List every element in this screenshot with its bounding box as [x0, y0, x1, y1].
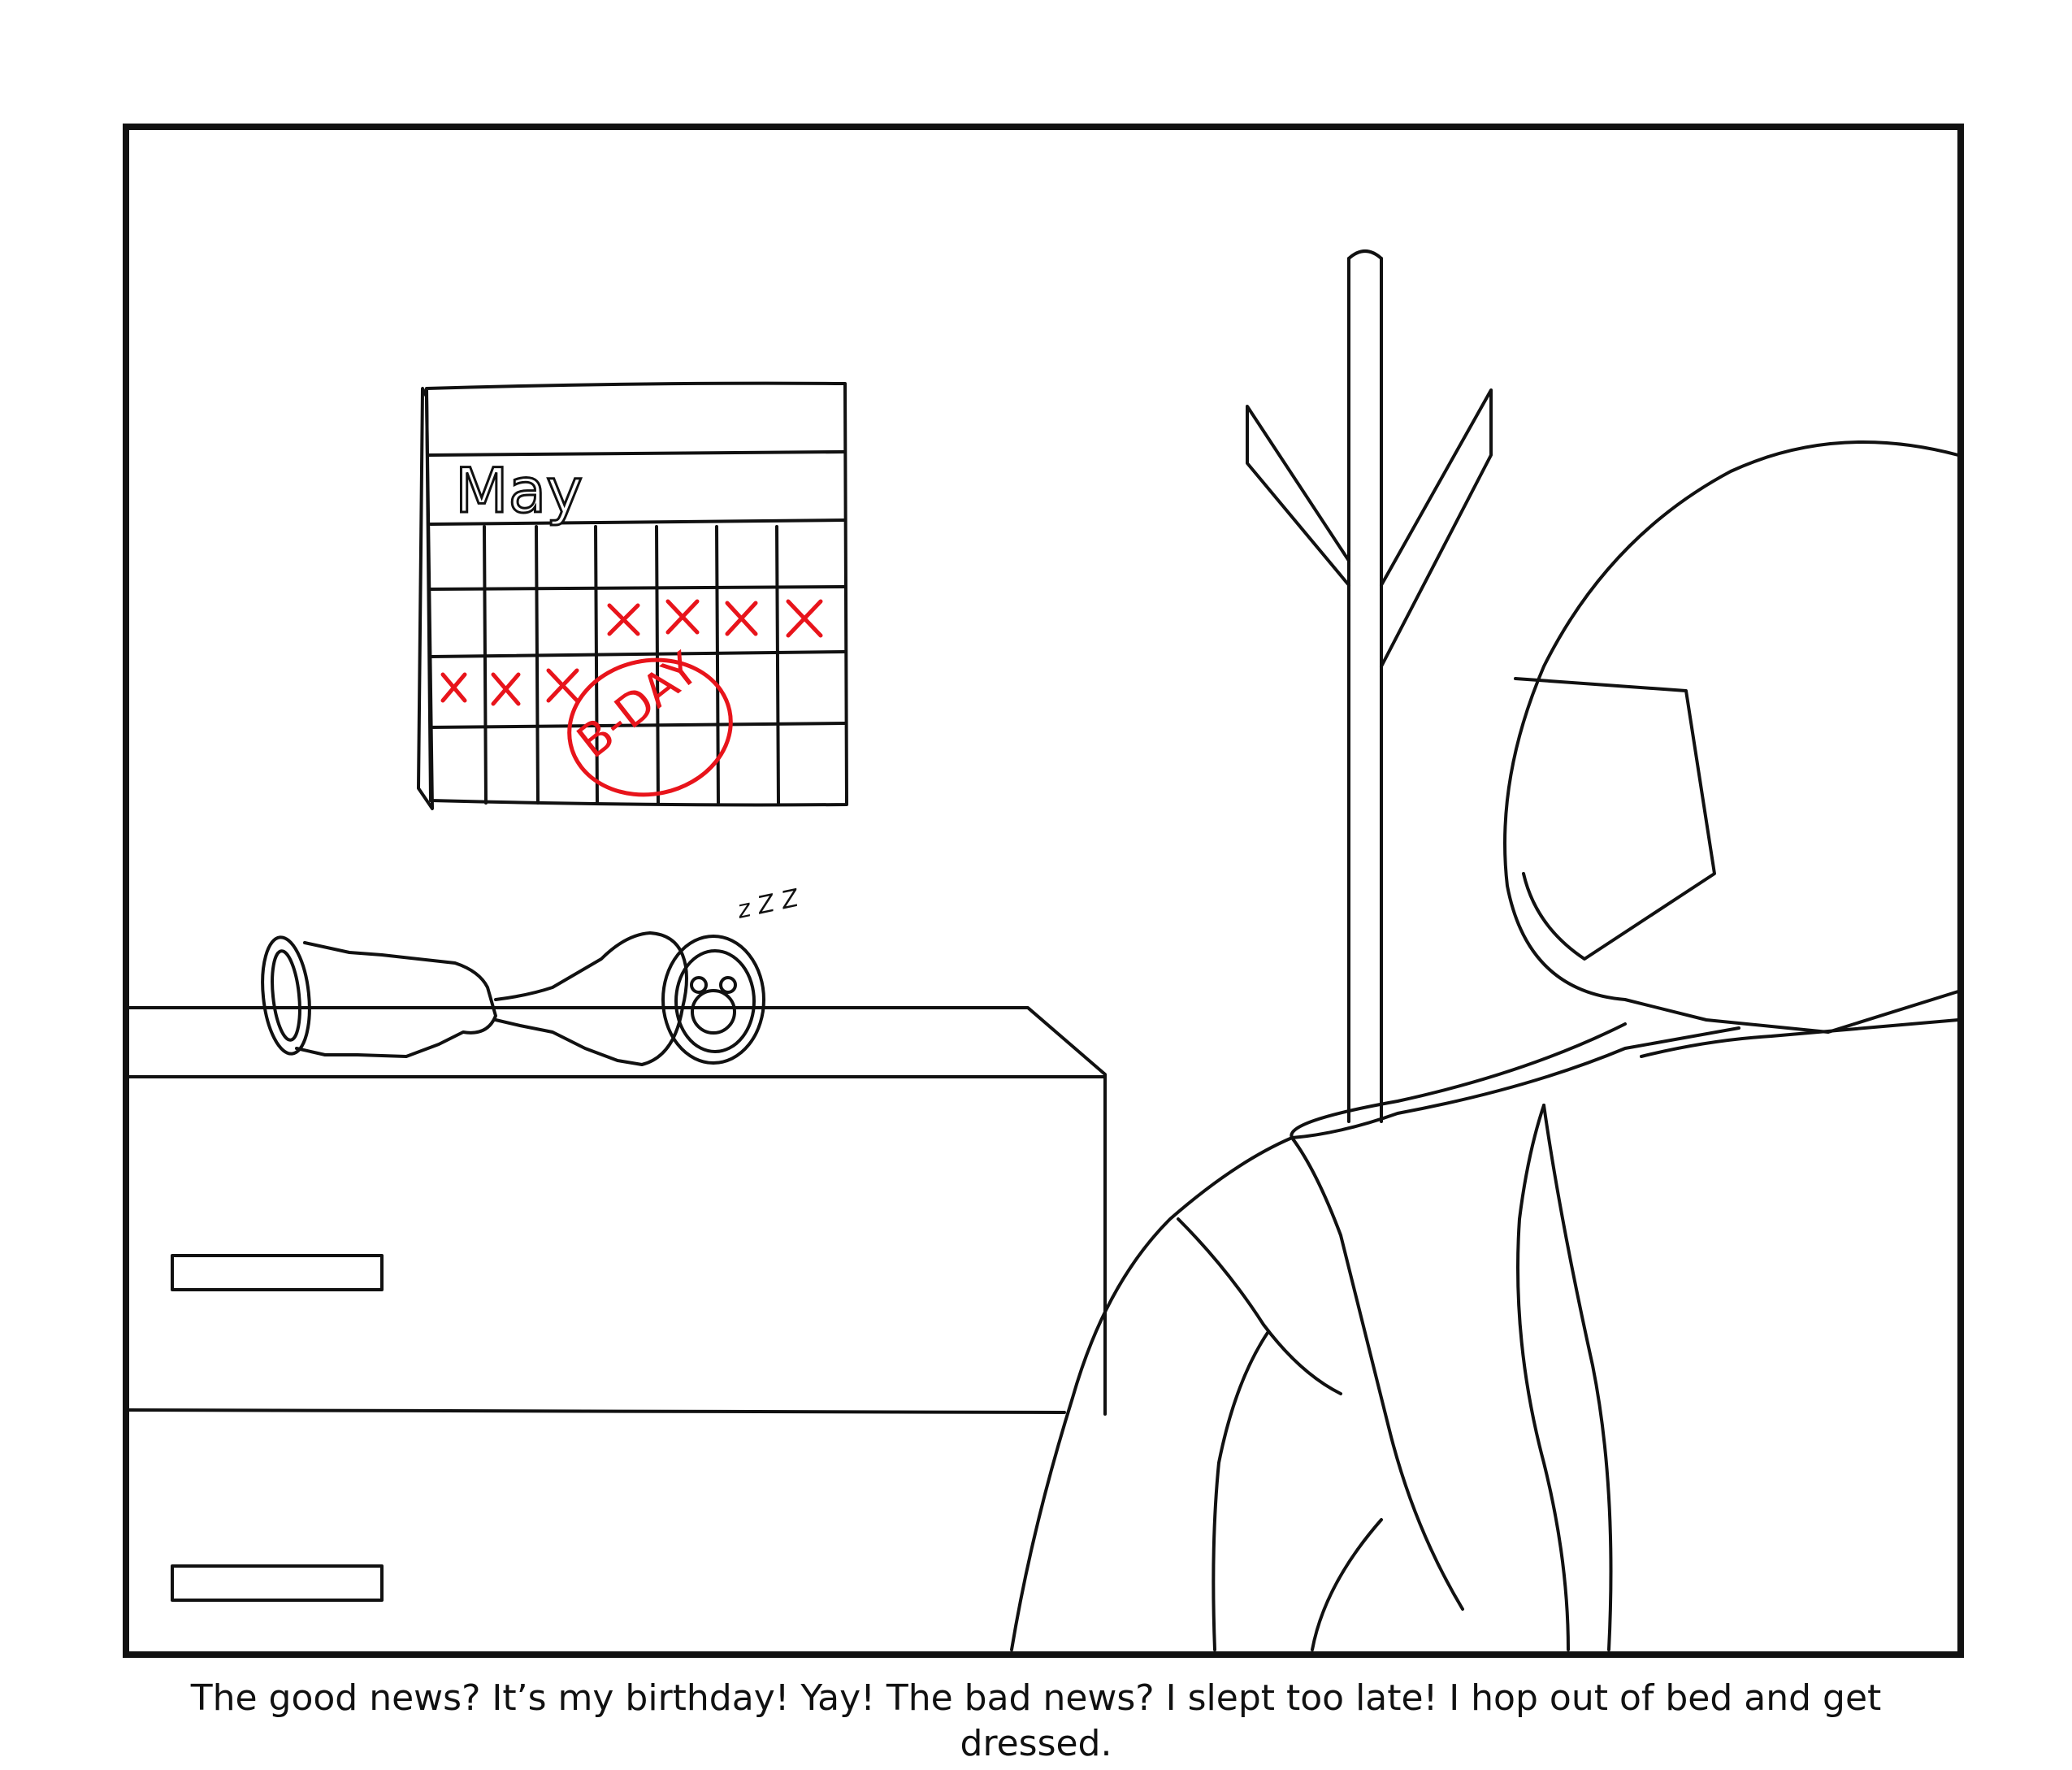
calendar-month-label: May — [455, 454, 583, 527]
wall-calendar: May B-DAY — [417, 381, 848, 810]
crossed-days — [440, 599, 823, 706]
caption-text: The good news? It’s my birthday! Yay! Th… — [190, 1677, 1882, 1764]
birthday-circle — [567, 657, 733, 797]
sleep-text: z Z Z — [734, 884, 802, 926]
drawer-handle-top — [171, 1254, 384, 1291]
sleeping-toy — [261, 931, 765, 1066]
coat-rack — [1246, 249, 1493, 1123]
panel-border — [123, 124, 1964, 1658]
drawer-handle-bottom — [171, 1564, 384, 1602]
dresser — [127, 1006, 1107, 1602]
person-back-view — [1010, 440, 1960, 1651]
